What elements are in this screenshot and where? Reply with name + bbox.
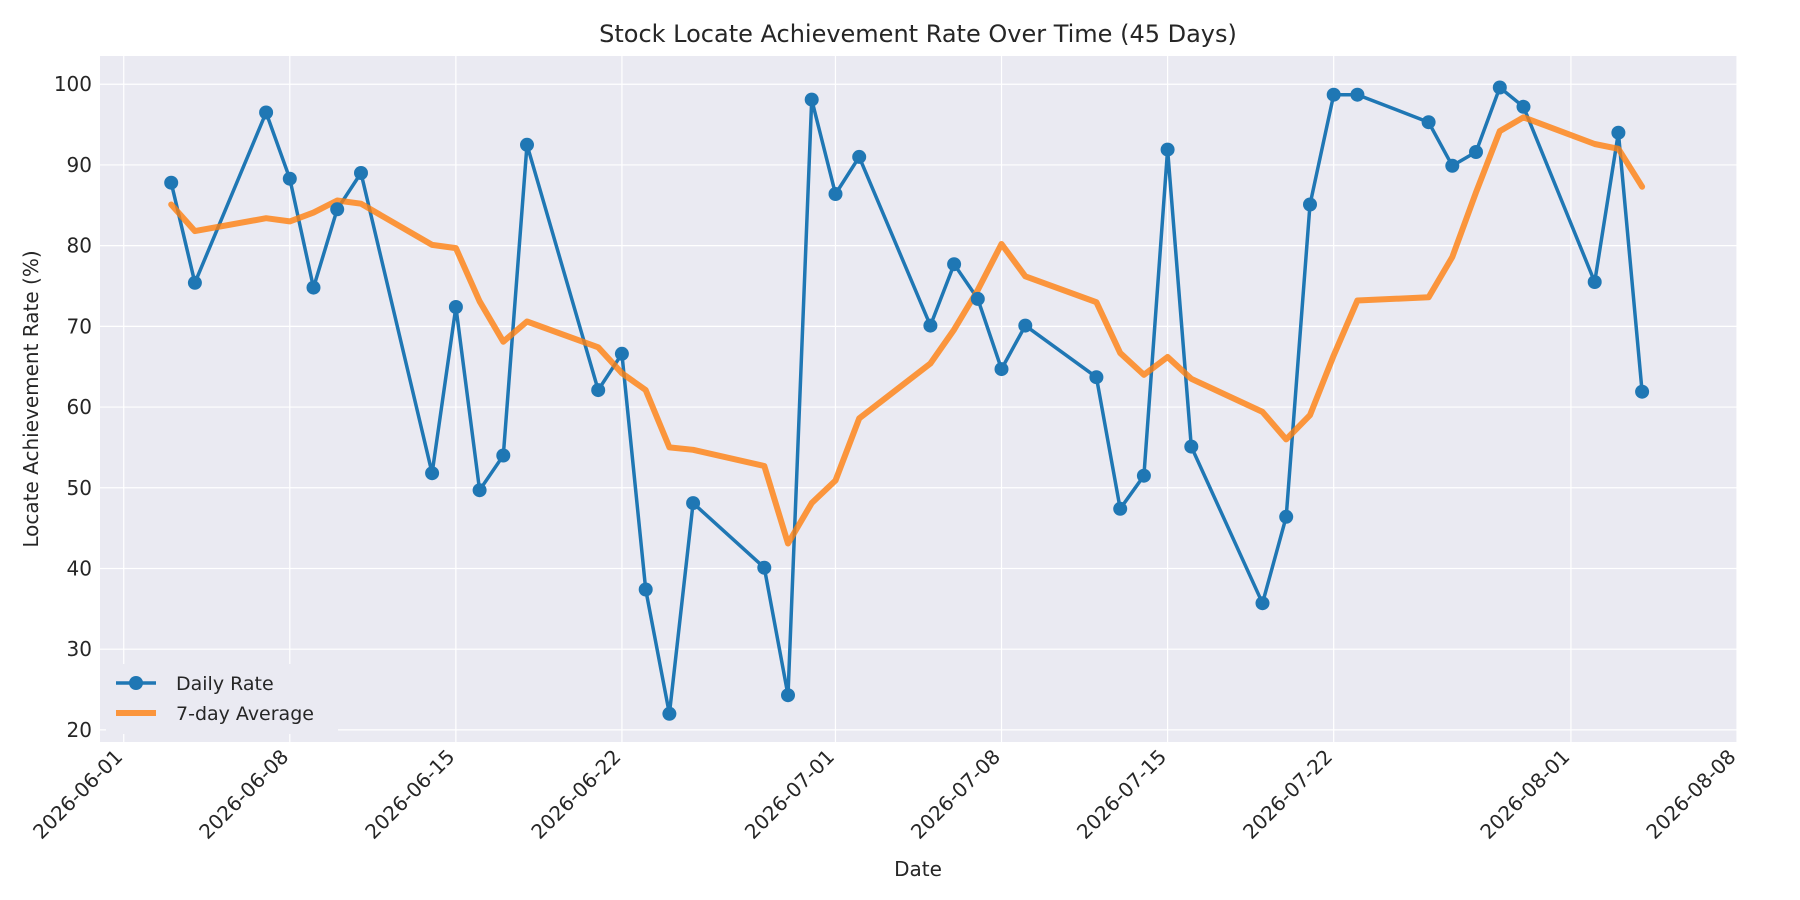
y-tick-label: 80 [67, 234, 92, 258]
data-point-daily-rate [828, 187, 843, 201]
grid-lines [100, 56, 1738, 742]
data-point-daily-rate [781, 688, 795, 703]
y-tick-label: 60 [67, 395, 92, 419]
data-point-daily-rate [472, 483, 487, 498]
x-tick-label: 2026-06-01 [28, 745, 127, 844]
data-point-daily-rate [1255, 596, 1270, 611]
x-tick-label: 2026-07-15 [1072, 745, 1171, 844]
data-point-daily-rate [662, 706, 677, 721]
data-point-daily-rate [282, 171, 297, 186]
data-point-daily-rate [970, 291, 985, 306]
data-point-daily-rate [1611, 125, 1626, 140]
data-point-daily-rate [354, 166, 368, 180]
data-point-daily-rate [1587, 275, 1602, 289]
x-tick-label: 2026-06-15 [360, 745, 459, 844]
y-tick-label: 40 [67, 556, 92, 580]
data-point-daily-rate [804, 92, 819, 107]
y-tick-label: 50 [67, 476, 92, 500]
data-point-daily-rate [638, 582, 653, 597]
x-tick-label: 2026-06-08 [194, 745, 293, 844]
data-point-daily-rate [187, 275, 202, 290]
data-point-daily-rate [757, 560, 772, 575]
y-axis-label: Locate Achievement Rate (%) [19, 250, 43, 547]
data-point-daily-rate [1492, 80, 1507, 95]
y-tick-label: 30 [67, 637, 92, 661]
data-point-daily-rate [306, 280, 321, 295]
data-point-daily-rate [164, 175, 179, 190]
y-tick-label: 100 [54, 72, 92, 96]
data-point-daily-rate [1184, 439, 1199, 454]
legend: Daily Rate 7-day Average [106, 664, 338, 734]
data-point-daily-rate [852, 149, 867, 164]
legend-label-7-day-average: 7-day Average [176, 703, 314, 725]
x-axis-ticks: 2026-06-01 2026-06-08 2026-06-15 2026-06-22… [28, 745, 1740, 844]
data-point-daily-rate [1279, 509, 1294, 524]
data-point-daily-rate [1018, 318, 1033, 333]
data-point-daily-rate [520, 137, 534, 152]
data-point-daily-rate [1303, 197, 1317, 212]
y-tick-label: 20 [67, 718, 92, 742]
x-tick-label: 2026-07-01 [740, 745, 839, 844]
data-point-daily-rate [448, 300, 463, 314]
data-point-daily-rate [686, 496, 701, 511]
data-point-daily-rate [1445, 158, 1460, 173]
data-point-daily-rate [1469, 145, 1483, 159]
data-point-daily-rate [994, 362, 1009, 377]
data-point-daily-rate [1136, 468, 1151, 483]
data-point-daily-rate [259, 105, 274, 120]
plot-area [100, 56, 1737, 742]
data-point-daily-rate [330, 202, 345, 217]
x-tick-label: 2026-08-08 [1641, 745, 1740, 844]
x-tick-label: 2026-06-22 [526, 745, 625, 844]
data-point-daily-rate [1350, 87, 1365, 102]
data-point-daily-rate [1516, 99, 1531, 114]
data-point-daily-rate [496, 448, 511, 463]
legend-marker-daily-rate [129, 676, 143, 690]
series-line-7-day-average [168, 114, 1646, 547]
legend-box [106, 664, 338, 734]
x-tick-label: 2026-08-01 [1475, 745, 1574, 844]
chart-title: Stock Locate Achievement Rate Over Time … [599, 20, 1237, 48]
data-point-daily-rate [614, 346, 629, 361]
y-axis-ticks: 20 30 40 50 60 70 80 90 100 [54, 72, 92, 742]
data-point-daily-rate [1421, 115, 1436, 130]
data-point-daily-rate [1326, 87, 1341, 102]
data-point-daily-rate [425, 466, 440, 481]
x-tick-label: 2026-07-08 [906, 745, 1005, 844]
data-point-daily-rate [1113, 501, 1128, 516]
data-point-daily-rate [923, 318, 938, 333]
y-tick-label: 90 [67, 153, 92, 177]
x-tick-label: 2026-07-22 [1238, 745, 1337, 844]
legend-label-daily-rate: Daily Rate [176, 673, 274, 695]
y-tick-label: 70 [67, 314, 92, 338]
data-point-daily-rate [1635, 384, 1650, 399]
data-point-daily-rate [1089, 370, 1104, 385]
data-point-daily-rate [1160, 142, 1175, 157]
series-group [164, 80, 1650, 721]
data-point-daily-rate [947, 257, 962, 272]
data-point-daily-rate [591, 383, 606, 398]
x-axis-label: Date [894, 857, 942, 881]
